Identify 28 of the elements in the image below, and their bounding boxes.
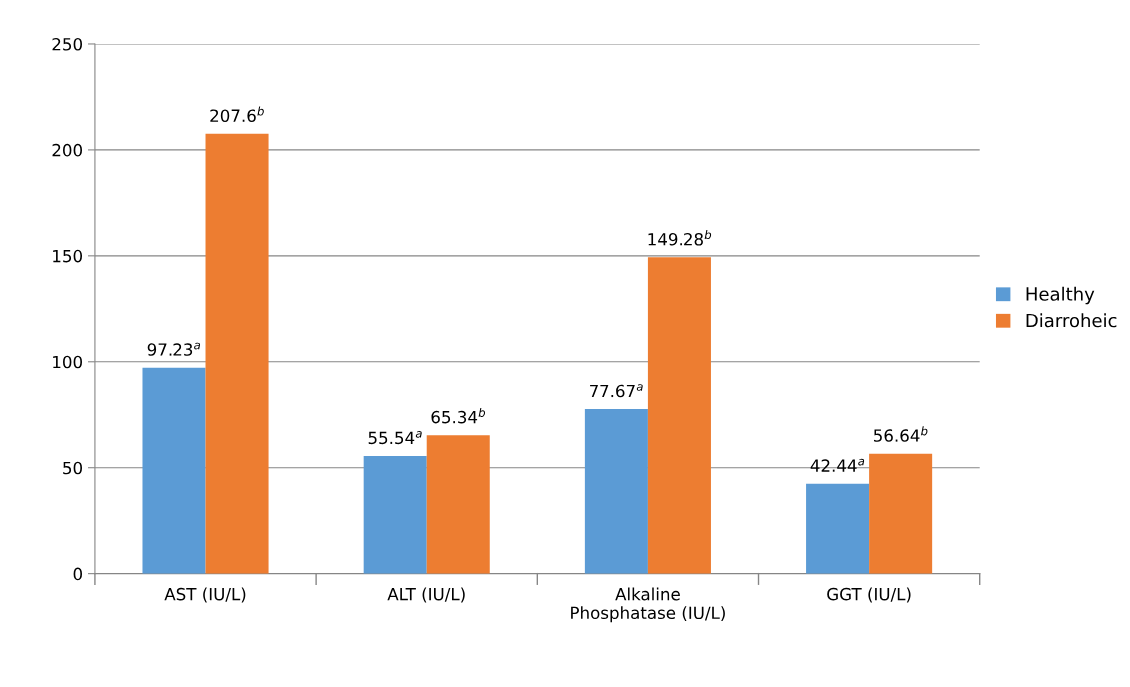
bar	[647, 257, 711, 574]
bar	[869, 453, 933, 574]
bar	[363, 455, 427, 574]
data-label: 65.34$^{b}$	[431, 407, 486, 424]
data-label: 149.28$^{b}$	[648, 230, 712, 246]
x-tick-label: GGT (IU/L)	[827, 587, 911, 603]
y-tick-label: 50	[63, 461, 83, 475]
data-label: 77.67$^{a}$	[590, 384, 643, 398]
bar	[584, 409, 648, 574]
x-tick-label: ALT (IU/L)	[387, 587, 465, 603]
bar	[426, 435, 490, 574]
data-label: 55.54$^{a}$	[368, 431, 422, 445]
x-tick-label: Alkaline Phosphatase (IU/L)	[571, 587, 725, 623]
data-label: 97.23$^{a}$	[147, 342, 200, 356]
data-label: 56.64$^{b}$	[874, 426, 928, 442]
y-tick-label: 0	[73, 567, 83, 581]
data-label: 207.6$^{b}$	[210, 106, 264, 123]
y-tick-label: 250	[52, 37, 83, 51]
x-tick-label: AST (IU/L)	[164, 587, 246, 603]
bar	[142, 367, 206, 574]
y-tick-label: 150	[53, 249, 83, 263]
legend-label: Diarroheic	[1026, 313, 1117, 328]
bar	[806, 483, 870, 574]
legend-label: Healthy	[1026, 286, 1095, 305]
bar	[205, 133, 269, 574]
y-tick-label: 100	[53, 355, 83, 369]
data-label: 42.44$^{a}$	[810, 458, 865, 472]
y-tick-label: 200	[52, 143, 83, 157]
